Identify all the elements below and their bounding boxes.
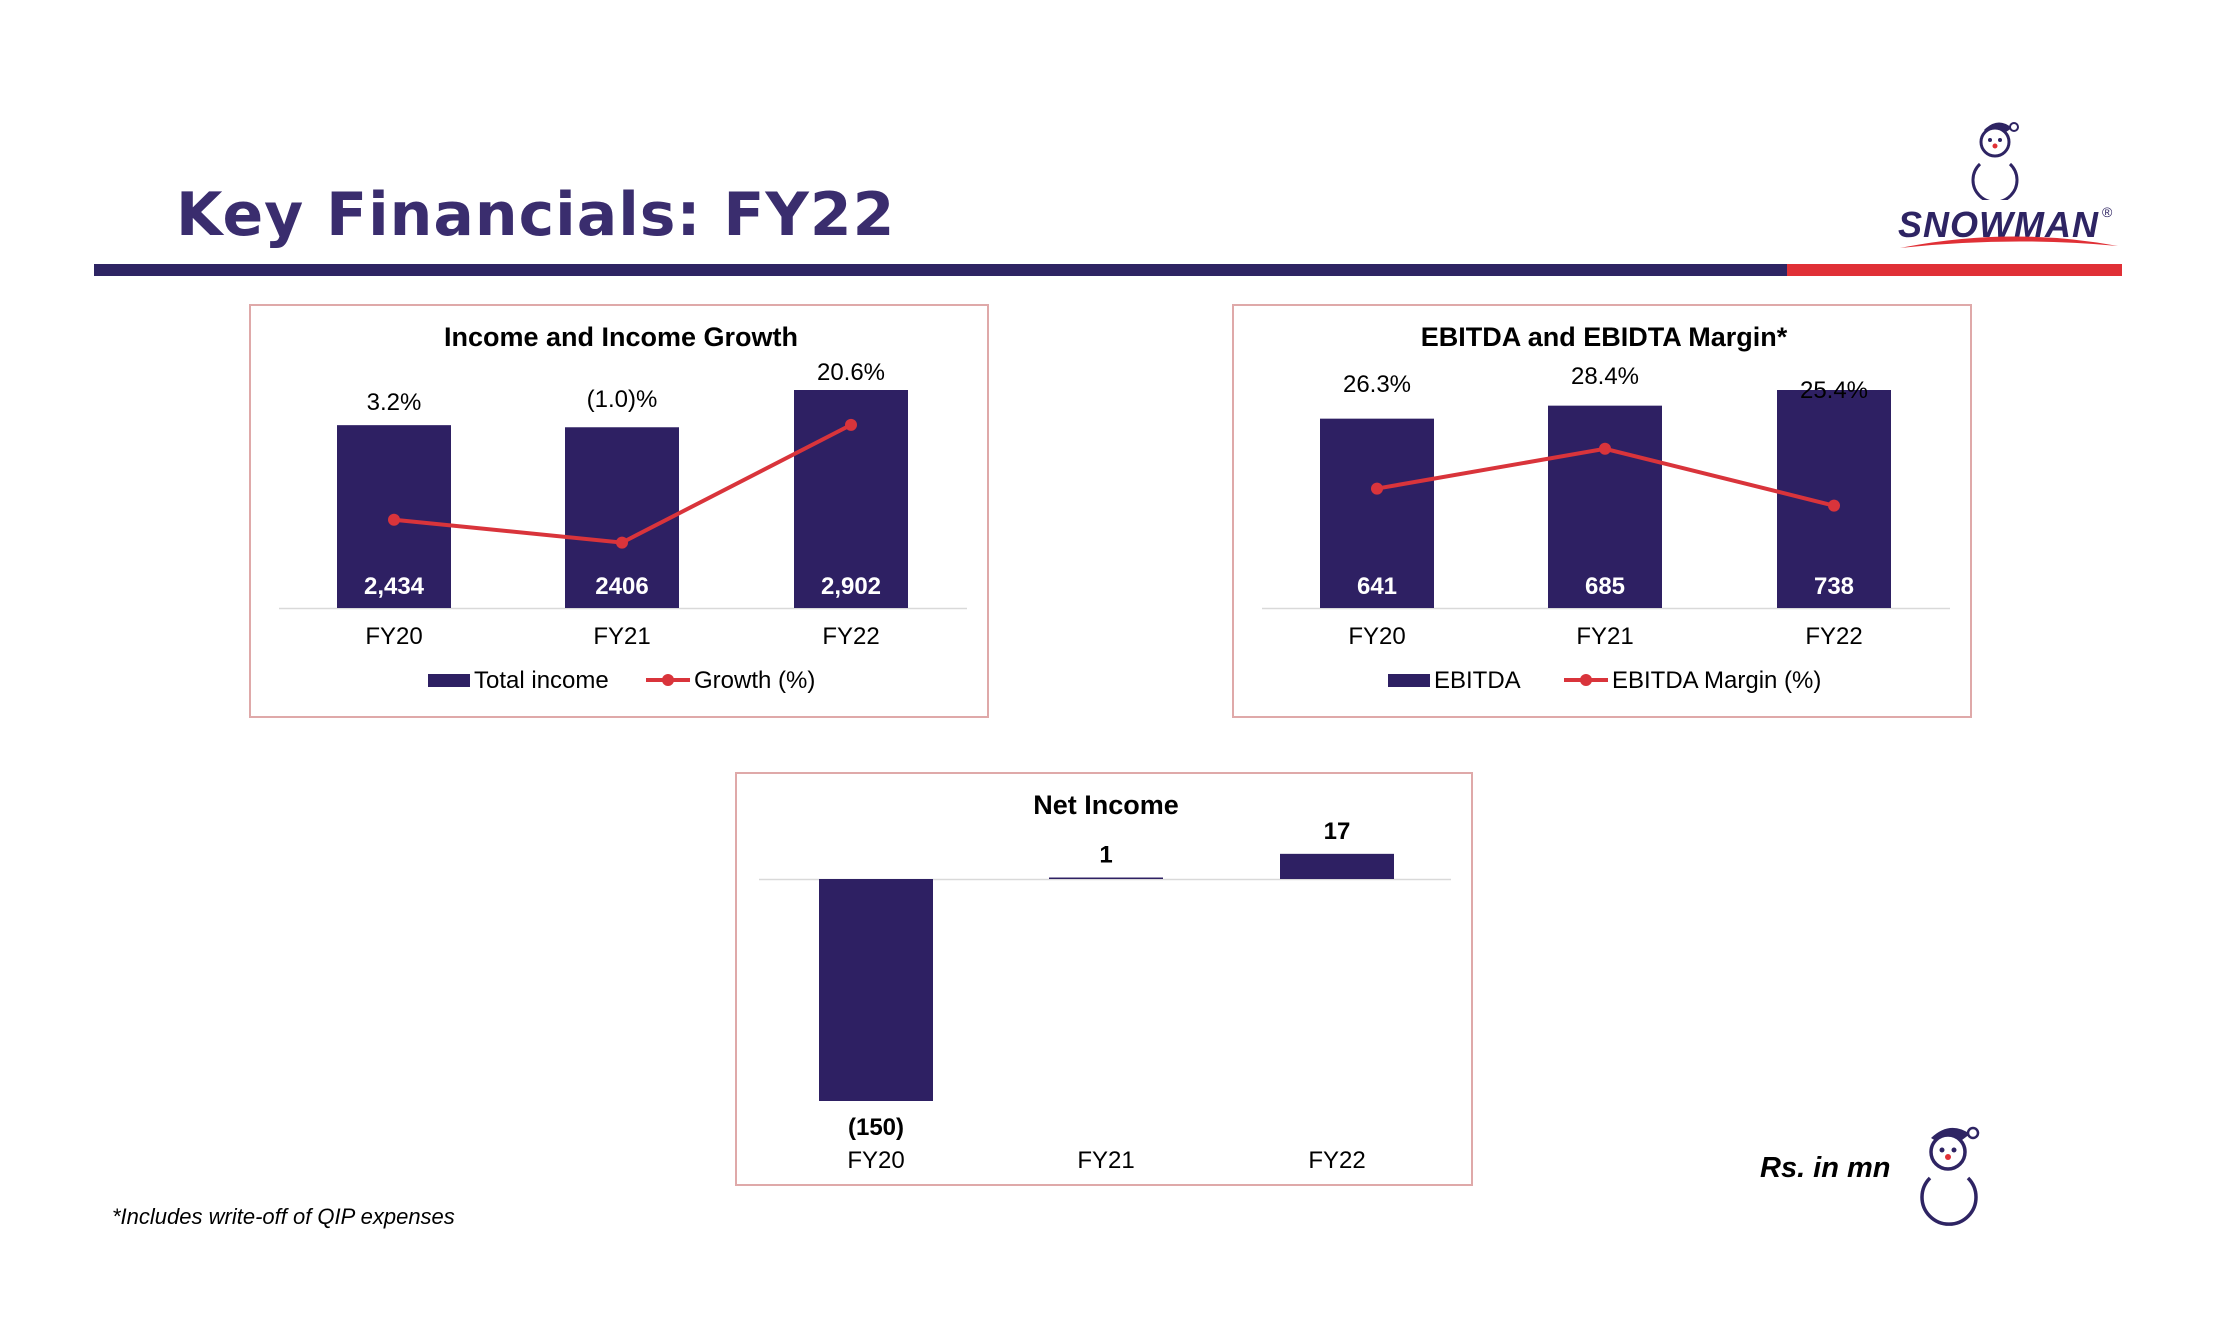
title-underline xyxy=(94,264,1787,276)
net-tick-label-fy20: FY20 xyxy=(847,1147,904,1174)
income-chart-svg: Income and Income Growth 2,434 FY20 2406 FY2… xyxy=(279,322,967,694)
ebitda-line-point-fy21 xyxy=(1599,442,1611,455)
net-income-chart: Net Income (150) FY20 1 FY21 17 FY22 xyxy=(735,772,1473,1186)
ebitda-bar-label-fy21: 685 xyxy=(1585,573,1625,600)
income-line-label-fy21: (1.0)% xyxy=(587,386,658,413)
ebitda-chart: EBITDA and EBIDTA Margin* 641 FY20 685 FY21 7… xyxy=(1232,304,1972,718)
income-legend-bar-swatch xyxy=(428,674,470,687)
ebitda-line-label-fy21: 28.4% xyxy=(1571,363,1639,390)
income-legend-line-label: Growth (%) xyxy=(694,667,815,694)
net-bar-fy21 xyxy=(1049,877,1163,879)
logo-swoosh xyxy=(1900,236,2118,248)
ebitda-line-label-fy22: 25.4% xyxy=(1800,377,1868,404)
income-legend-line-marker xyxy=(662,674,674,686)
ebitda-bar-label-fy20: 641 xyxy=(1357,573,1397,600)
snowman-logo: SNOWMAN ® xyxy=(1880,118,2130,258)
snowman-mascot-icon xyxy=(1920,1126,1980,1226)
net-bar-fy20 xyxy=(819,879,933,1101)
income-bar-label-fy22: 2,902 xyxy=(821,573,881,600)
net-chart-title: Net Income xyxy=(1033,790,1179,820)
ebitda-bar-fy20 xyxy=(1320,418,1434,608)
income-chart: Income and Income Growth 2,434 FY20 2406 FY2… xyxy=(249,304,989,718)
page-title: Key Financials: FY22 xyxy=(176,180,896,250)
income-legend-bar-label: Total income xyxy=(474,667,609,694)
net-tick-label-fy21: FY21 xyxy=(1077,1147,1134,1174)
registered-mark: ® xyxy=(2102,204,2113,220)
ebitda-legend-bar-label: EBITDA xyxy=(1434,667,1521,694)
income-line-point-fy20 xyxy=(388,513,400,526)
unit-note: Rs. in mn xyxy=(1760,1152,1891,1184)
title-underline-accent xyxy=(1787,264,2122,276)
income-chart-title: Income and Income Growth xyxy=(444,322,798,352)
net-bar-label-fy22: 17 xyxy=(1324,818,1351,845)
net-bar-label-fy20: (150) xyxy=(848,1114,904,1141)
ebitda-chart-svg: EBITDA and EBIDTA Margin* 641 FY20 685 FY21 7… xyxy=(1262,322,1950,694)
income-bar-label-fy21: 2406 xyxy=(595,573,648,600)
net-tick-label-fy22: FY22 xyxy=(1308,1147,1365,1174)
income-line-label-fy20: 3.2% xyxy=(367,389,422,416)
net-bar-label-fy21: 1 xyxy=(1099,842,1112,869)
income-tick-label-fy22: FY22 xyxy=(822,623,879,650)
ebitda-bar-fy22 xyxy=(1777,390,1891,608)
ebitda-line-point-fy22 xyxy=(1828,499,1840,512)
income-line-point-fy21 xyxy=(616,536,628,549)
income-tick-label-fy21: FY21 xyxy=(593,623,650,650)
ebitda-bar-fy21 xyxy=(1548,405,1662,608)
ebitda-tick-label-fy22: FY22 xyxy=(1805,623,1862,650)
net-bar-fy22 xyxy=(1280,853,1394,879)
ebitda-line-label-fy20: 26.3% xyxy=(1343,371,1411,398)
income-line-point-fy22 xyxy=(845,418,857,431)
ebitda-chart-title: EBITDA and EBIDTA Margin* xyxy=(1421,322,1788,352)
ebitda-legend-line-label: EBITDA Margin (%) xyxy=(1612,667,1821,694)
ebitda-legend-bar-swatch xyxy=(1388,674,1430,687)
income-bar-label-fy20: 2,434 xyxy=(364,573,425,600)
ebitda-line-point-fy20 xyxy=(1371,482,1383,495)
footnote: *Includes write-off of QIP expenses xyxy=(112,1204,455,1229)
income-tick-label-fy20: FY20 xyxy=(365,623,422,650)
net-income-chart-svg: Net Income (150) FY20 1 FY21 17 FY22 xyxy=(759,790,1451,1174)
ebitda-tick-label-fy20: FY20 xyxy=(1348,623,1405,650)
income-bar-fy21 xyxy=(565,427,679,608)
ebitda-legend-line-marker xyxy=(1580,674,1592,686)
income-line-label-fy22: 20.6% xyxy=(817,359,885,386)
ebitda-tick-label-fy21: FY21 xyxy=(1576,623,1633,650)
snowman-logo-icon xyxy=(1971,122,2019,200)
ebitda-bar-label-fy22: 738 xyxy=(1814,573,1854,600)
